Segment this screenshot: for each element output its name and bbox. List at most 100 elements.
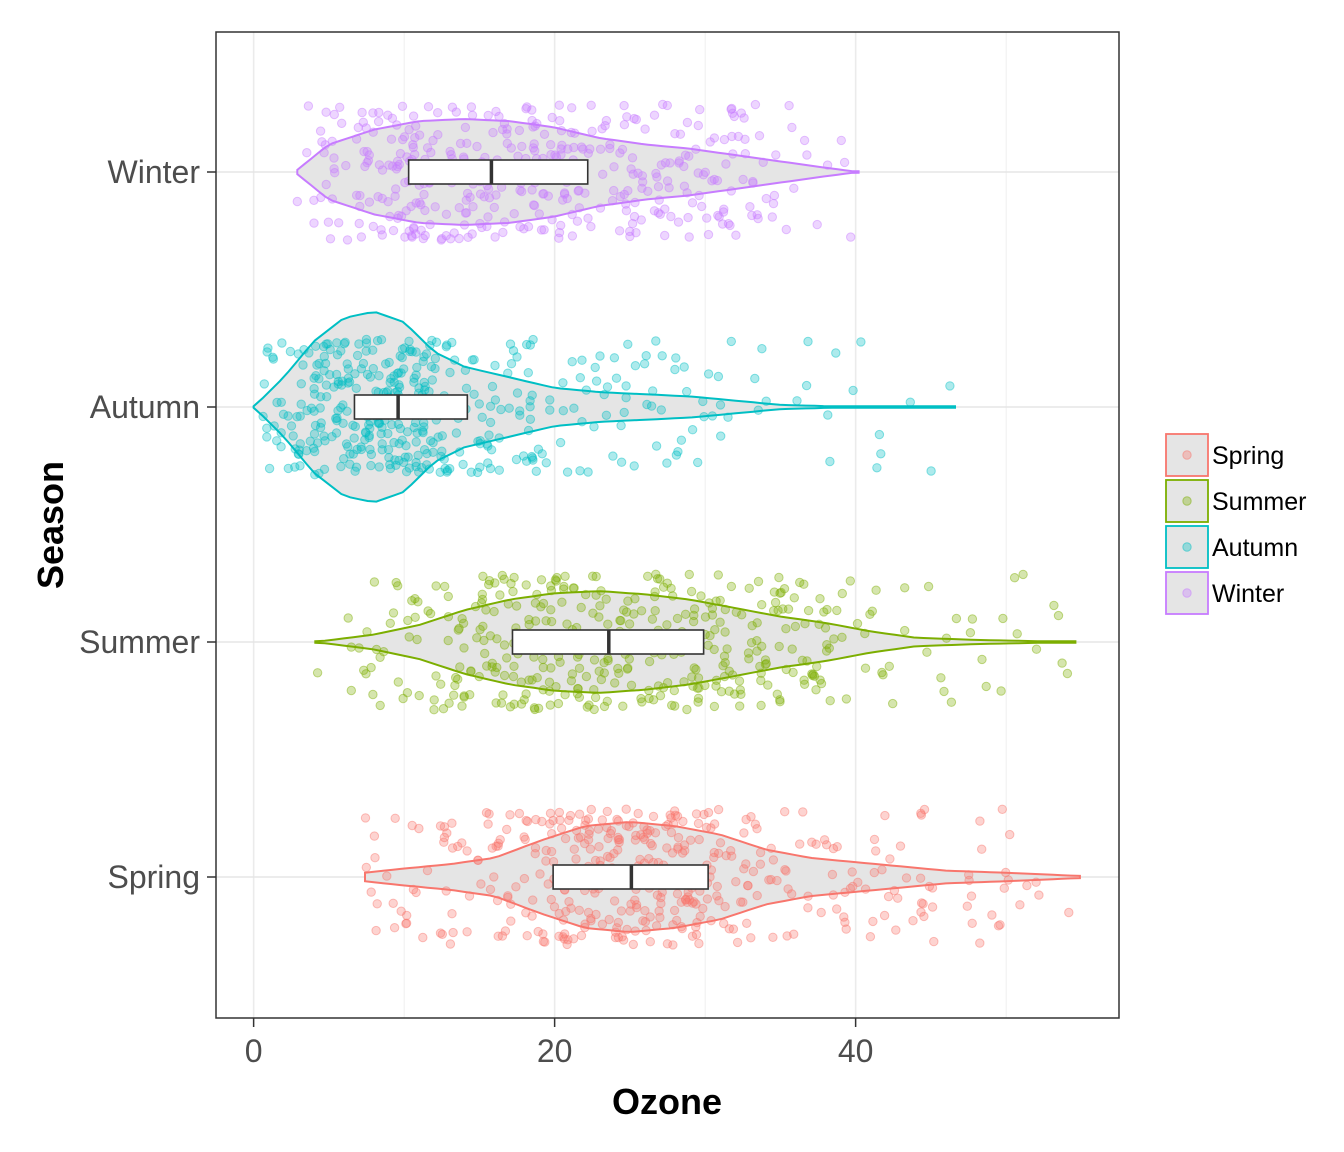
- data-point: [503, 892, 513, 903]
- data-point: [459, 692, 469, 702]
- data-point: [594, 612, 604, 622]
- data-point: [997, 804, 1007, 814]
- data-point: [348, 449, 358, 459]
- data-point: [837, 588, 847, 599]
- data-point: [738, 897, 748, 907]
- data-point: [276, 397, 286, 407]
- data-point: [333, 406, 343, 416]
- data-point: [695, 911, 705, 922]
- data-point: [314, 468, 324, 479]
- data-point: [521, 908, 531, 918]
- data-point: [441, 886, 451, 896]
- data-point: [824, 643, 834, 653]
- data-point: [523, 368, 533, 378]
- data-point: [716, 431, 726, 441]
- data-point: [533, 444, 544, 454]
- data-point: [489, 606, 499, 617]
- data-point: [517, 141, 527, 152]
- data-point: [332, 416, 342, 426]
- data-point: [388, 608, 399, 618]
- data-point: [596, 674, 607, 685]
- data-point: [783, 604, 794, 614]
- data-point: [811, 685, 821, 695]
- data-point: [687, 672, 697, 682]
- data-point: [574, 185, 584, 196]
- data-point: [651, 569, 661, 579]
- data-point: [538, 654, 548, 665]
- data-point: [555, 116, 565, 126]
- data-point: [1005, 829, 1015, 840]
- data-point: [713, 210, 723, 221]
- data-point: [803, 336, 813, 347]
- data-point: [733, 131, 744, 142]
- data-point: [431, 337, 442, 347]
- data-point: [310, 341, 321, 351]
- data-point: [803, 903, 813, 913]
- data-point: [305, 436, 315, 446]
- data-point: [522, 931, 532, 941]
- data-point: [462, 188, 473, 199]
- data-point: [520, 834, 530, 845]
- data-point: [627, 218, 638, 229]
- data-point: [394, 382, 405, 392]
- data-point: [709, 847, 719, 858]
- data-point: [721, 159, 731, 169]
- data-point: [591, 376, 602, 386]
- data-point: [652, 574, 663, 584]
- data-point: [731, 877, 741, 887]
- data-point: [588, 608, 598, 618]
- data-point: [397, 344, 408, 354]
- data-point: [428, 437, 438, 448]
- data-point: [615, 148, 625, 158]
- data-point: [263, 343, 273, 353]
- data-point: [573, 683, 583, 694]
- data-point: [569, 844, 579, 854]
- data-point: [600, 121, 610, 131]
- data-point: [499, 670, 510, 681]
- data-point: [993, 921, 1004, 931]
- data-point: [493, 931, 503, 941]
- data-point: [402, 427, 413, 437]
- data-point: [361, 338, 372, 348]
- data-point: [384, 357, 394, 368]
- data-point: [901, 873, 912, 883]
- data-point: [648, 695, 659, 705]
- data-point: [414, 130, 425, 140]
- data-point: [457, 701, 467, 711]
- data-point: [715, 400, 726, 410]
- data-point: [457, 614, 467, 624]
- data-point: [683, 892, 693, 902]
- data-point: [392, 368, 402, 379]
- data-point: [447, 818, 457, 828]
- data-point: [401, 918, 412, 928]
- data-point: [538, 598, 549, 609]
- data-point: [662, 578, 672, 588]
- data-point: [519, 695, 529, 705]
- data-point: [530, 121, 540, 131]
- data-point: [544, 686, 555, 696]
- data-point: [610, 932, 621, 943]
- data-point: [477, 222, 487, 233]
- data-point: [339, 454, 349, 464]
- data-point: [540, 937, 550, 947]
- data-point: [651, 168, 661, 179]
- data-point: [611, 373, 622, 383]
- data-point: [728, 924, 739, 934]
- data-point: [489, 872, 499, 882]
- data-point: [391, 577, 401, 588]
- x-axis: 0 20 40: [245, 1018, 873, 1069]
- data-point: [726, 581, 737, 592]
- data-point: [420, 381, 430, 392]
- data-point: [816, 907, 826, 918]
- data-point: [676, 897, 686, 907]
- data-point: [669, 685, 679, 696]
- data-point: [645, 826, 655, 836]
- data-point: [981, 681, 991, 692]
- data-point: [535, 869, 545, 879]
- violin-group-autumn: [252, 311, 956, 503]
- data-point: [549, 902, 560, 912]
- data-point: [825, 696, 835, 706]
- data-point: [678, 816, 688, 827]
- data-point: [768, 198, 779, 209]
- data-point: [766, 843, 776, 853]
